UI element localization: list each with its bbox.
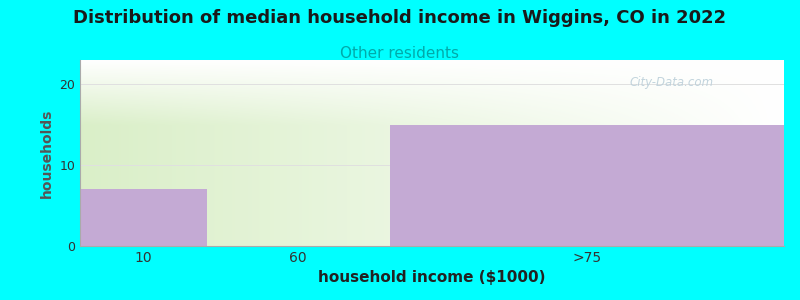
Text: City-Data.com: City-Data.com xyxy=(629,76,714,89)
Text: Distribution of median household income in Wiggins, CO in 2022: Distribution of median household income … xyxy=(74,9,726,27)
X-axis label: household income ($1000): household income ($1000) xyxy=(318,270,546,285)
Text: Other residents: Other residents xyxy=(341,46,459,62)
Bar xyxy=(80,189,206,246)
Bar xyxy=(390,125,784,246)
Y-axis label: households: households xyxy=(40,108,54,198)
